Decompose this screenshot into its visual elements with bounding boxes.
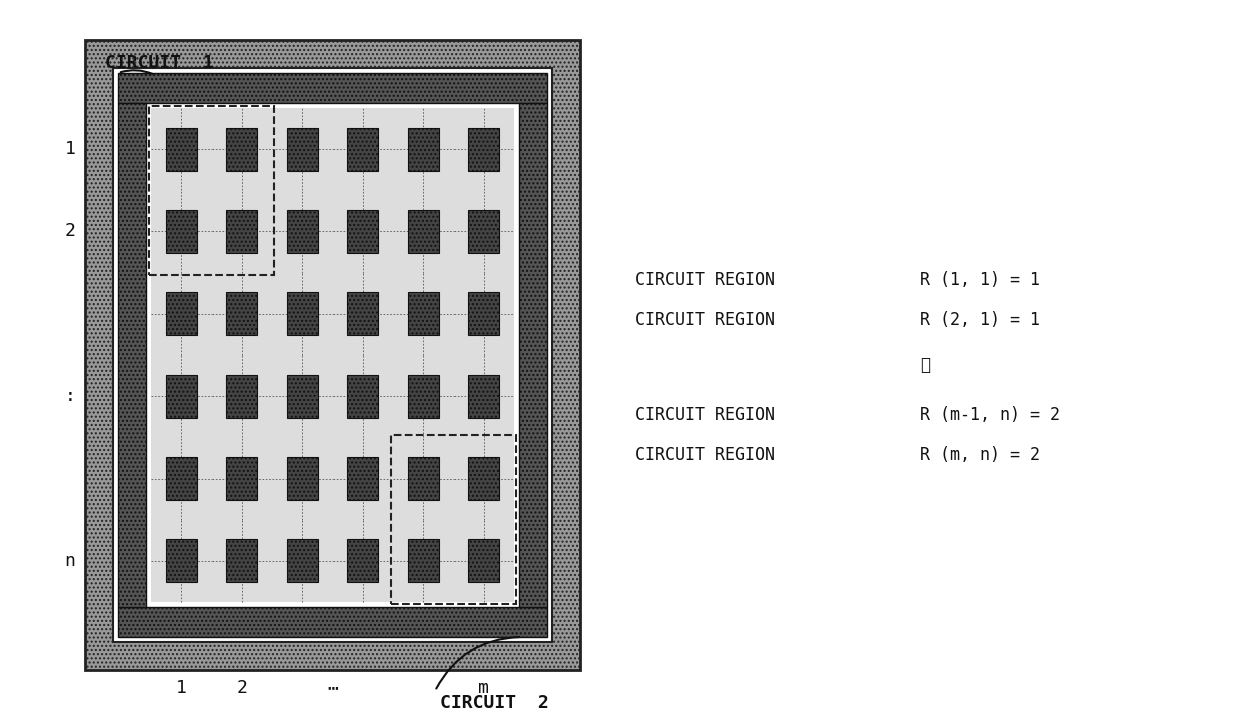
Bar bbox=[286, 375, 317, 418]
Bar bbox=[151, 108, 212, 191]
Bar bbox=[272, 273, 332, 355]
Bar bbox=[332, 355, 393, 437]
Text: CIRCUIT  1: CIRCUIT 1 bbox=[105, 54, 213, 72]
Bar bbox=[149, 106, 274, 275]
Bar bbox=[347, 128, 378, 170]
Bar bbox=[454, 191, 515, 273]
Bar bbox=[467, 210, 500, 253]
Text: n: n bbox=[64, 552, 76, 570]
Text: 2: 2 bbox=[64, 223, 76, 241]
Bar bbox=[347, 375, 378, 418]
Bar bbox=[272, 520, 332, 602]
Bar bbox=[393, 108, 454, 191]
Bar bbox=[165, 210, 197, 253]
Bar bbox=[347, 457, 378, 500]
Bar bbox=[226, 539, 258, 582]
Bar bbox=[165, 539, 197, 582]
Bar bbox=[393, 520, 454, 602]
Bar bbox=[454, 355, 515, 437]
Bar bbox=[165, 292, 197, 335]
Bar bbox=[347, 539, 378, 582]
Bar bbox=[272, 355, 332, 437]
Bar bbox=[454, 108, 515, 191]
Bar bbox=[226, 457, 258, 500]
Text: CIRCUIT  2: CIRCUIT 2 bbox=[440, 694, 549, 712]
Bar bbox=[226, 128, 258, 170]
Bar bbox=[212, 437, 272, 520]
Bar bbox=[226, 375, 258, 418]
Bar bbox=[391, 435, 516, 604]
Bar bbox=[113, 68, 552, 642]
Bar bbox=[212, 355, 272, 437]
Bar bbox=[151, 520, 212, 602]
Bar bbox=[151, 273, 212, 355]
Text: ⋯: ⋯ bbox=[327, 679, 339, 697]
Bar bbox=[408, 128, 439, 170]
Bar bbox=[151, 355, 212, 437]
Bar bbox=[332, 273, 393, 355]
Bar bbox=[272, 437, 332, 520]
Bar bbox=[286, 210, 317, 253]
Bar bbox=[151, 437, 212, 520]
Text: :: : bbox=[64, 387, 76, 405]
Bar bbox=[454, 520, 515, 602]
Bar bbox=[212, 520, 272, 602]
Text: 1: 1 bbox=[64, 140, 76, 158]
Text: R (2, 1) = 1: R (2, 1) = 1 bbox=[920, 311, 1040, 329]
Bar bbox=[520, 103, 547, 607]
Bar bbox=[286, 292, 317, 335]
Bar bbox=[332, 108, 393, 191]
Bar bbox=[467, 539, 500, 582]
Bar bbox=[408, 375, 439, 418]
Bar bbox=[408, 457, 439, 500]
Bar bbox=[332, 191, 393, 273]
Bar bbox=[408, 210, 439, 253]
Bar bbox=[467, 375, 500, 418]
Bar bbox=[286, 539, 317, 582]
Bar bbox=[393, 273, 454, 355]
Text: CIRCUIT REGION: CIRCUIT REGION bbox=[635, 271, 775, 289]
Bar bbox=[165, 375, 197, 418]
Bar bbox=[454, 437, 515, 520]
Bar bbox=[393, 191, 454, 273]
Bar bbox=[347, 210, 378, 253]
Bar bbox=[118, 607, 547, 637]
Text: m: m bbox=[479, 679, 490, 697]
Bar bbox=[165, 457, 197, 500]
Bar bbox=[393, 437, 454, 520]
Bar bbox=[393, 355, 454, 437]
Bar bbox=[332, 520, 393, 602]
Bar bbox=[226, 292, 258, 335]
Bar bbox=[212, 273, 272, 355]
Bar bbox=[272, 108, 332, 191]
Bar bbox=[226, 210, 258, 253]
Bar bbox=[286, 128, 317, 170]
Text: CIRCUIT REGION: CIRCUIT REGION bbox=[635, 311, 775, 329]
Bar bbox=[212, 191, 272, 273]
Text: R (m-1, n) = 2: R (m-1, n) = 2 bbox=[920, 406, 1060, 424]
Bar bbox=[165, 128, 197, 170]
Text: ⋮: ⋮ bbox=[920, 356, 930, 374]
Bar bbox=[151, 191, 212, 273]
Bar bbox=[454, 273, 515, 355]
Bar bbox=[347, 292, 378, 335]
Bar bbox=[332, 437, 393, 520]
Bar bbox=[118, 103, 146, 607]
Bar bbox=[212, 108, 272, 191]
Bar bbox=[86, 40, 580, 670]
Text: CIRCUIT REGION: CIRCUIT REGION bbox=[635, 406, 775, 424]
Bar bbox=[272, 191, 332, 273]
Bar bbox=[408, 292, 439, 335]
Bar bbox=[286, 457, 317, 500]
Text: R (1, 1) = 1: R (1, 1) = 1 bbox=[920, 271, 1040, 289]
Text: 2: 2 bbox=[237, 679, 247, 697]
Bar bbox=[467, 128, 500, 170]
Bar bbox=[467, 292, 500, 335]
Bar bbox=[118, 73, 547, 103]
Text: R (m, n) = 2: R (m, n) = 2 bbox=[920, 446, 1040, 464]
Bar bbox=[408, 539, 439, 582]
Bar bbox=[467, 457, 500, 500]
Text: 1: 1 bbox=[176, 679, 187, 697]
Text: CIRCUIT REGION: CIRCUIT REGION bbox=[635, 446, 775, 464]
